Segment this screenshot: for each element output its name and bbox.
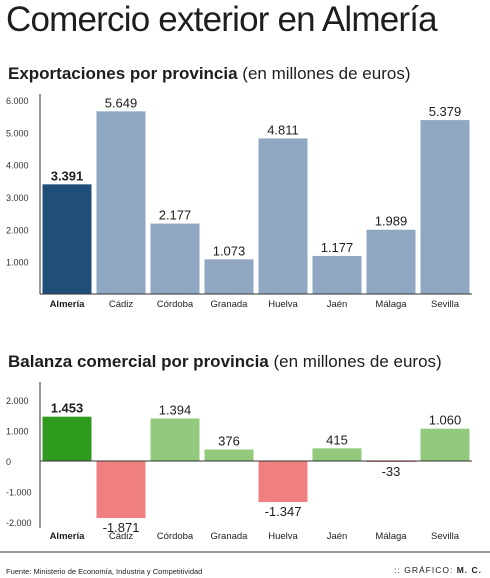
export-value-label-cordoba: 2.177: [159, 208, 192, 223]
export-y-tick-label: 2.000: [6, 225, 29, 235]
balance-y-tick-label: -1.000: [6, 488, 32, 498]
balance-value-label-malaga: -33: [382, 464, 401, 479]
export-bar-cordoba: [150, 223, 200, 294]
balance-category-label-cordoba: Córdoba: [157, 531, 194, 542]
source-note: Fuente: Ministerio de Economía, Industri…: [6, 567, 203, 576]
balance-y-tick-label: -2.000: [6, 518, 32, 528]
balance-bar-cadiz: [96, 461, 146, 519]
graphic-credit-author: M. C.: [456, 565, 482, 575]
balance-category-label-sevilla: Sevilla: [431, 531, 460, 542]
balance-bar-huelva: [258, 461, 308, 503]
balance-value-label-granada: 376: [218, 434, 240, 449]
page-title: Comercio exterior en Almería: [6, 0, 438, 39]
export-value-label-cadiz: 5.649: [105, 95, 138, 110]
balance-value-label-cadiz: -1.871: [103, 520, 140, 535]
balance-bar-granada: [204, 449, 254, 461]
export-y-tick-label: 6.000: [6, 96, 29, 106]
graphic-credit-label: :: GRÁFICO:: [394, 565, 454, 575]
balance-category-label-granada: Granada: [211, 531, 249, 542]
balance-category-label-jaen: Jaén: [327, 531, 348, 542]
balance-bar-cordoba: [150, 418, 200, 461]
balance-category-label-cadiz: Cádiz: [109, 531, 134, 542]
balance-bar-almeria: [42, 416, 92, 461]
export-category-label-jaen: Jaén: [327, 299, 348, 310]
balance-y-tick-label: 2.000: [6, 396, 29, 406]
balance-value-label-sevilla: 1.060: [429, 413, 462, 428]
balance-value-label-cordoba: 1.394: [159, 402, 192, 417]
export-value-label-granada: 1.073: [213, 243, 246, 258]
graphic-credit: :: GRÁFICO: M. C.: [394, 565, 482, 575]
export-category-label-sevilla: Sevilla: [431, 299, 460, 310]
balance-category-label-almeria: Almería: [50, 531, 86, 542]
export-value-label-huelva: 4.811: [267, 122, 299, 137]
balance-bar-malaga: [366, 461, 416, 463]
export-y-tick-label: 5.000: [6, 128, 29, 138]
balance-chart-title: Balanza comercial por provincia (en mill…: [8, 352, 442, 372]
export-bar-granada: [204, 259, 254, 294]
export-value-label-sevilla: 5.379: [429, 104, 462, 119]
balance-category-label-malaga: Málaga: [375, 531, 407, 542]
balance-value-label-jaen: 415: [326, 432, 348, 447]
export-bar-malaga: [366, 229, 416, 294]
balance-y-tick-label: 1.000: [6, 427, 29, 437]
balance-value-label-almeria: 1.453: [51, 401, 84, 416]
export-chart-title-bold: Exportaciones por provincia: [8, 64, 238, 83]
balance-value-label-huelva: -1.347: [265, 504, 302, 519]
balance-chart-title-bold: Balanza comercial por provincia: [8, 352, 269, 371]
export-bar-jaen: [312, 255, 362, 294]
balance-category-label-huelva: Huelva: [268, 531, 298, 542]
export-chart-title: Exportaciones por provincia (en millones…: [8, 64, 411, 84]
export-category-label-cadiz: Cádiz: [109, 299, 134, 310]
export-category-label-huelva: Huelva: [268, 299, 298, 310]
export-bar-huelva: [258, 138, 308, 294]
export-y-tick-label: 3.000: [6, 193, 29, 203]
export-category-label-granada: Granada: [211, 299, 249, 310]
export-value-label-almeria: 3.391: [51, 168, 84, 183]
export-value-label-malaga: 1.989: [375, 214, 408, 229]
export-bar-sevilla: [420, 120, 470, 294]
balance-y-tick-label: 0: [6, 457, 11, 467]
export-value-label-jaen: 1.177: [321, 240, 354, 255]
export-y-tick-label: 4.000: [6, 161, 29, 171]
export-bar-cadiz: [96, 111, 146, 294]
export-category-label-malaga: Málaga: [375, 299, 407, 310]
export-category-label-cordoba: Córdoba: [157, 299, 194, 310]
export-y-tick-label: 1.000: [6, 258, 29, 268]
export-chart: 1.000 2.000 3.000 4.000 5.000 6.000 3.391 Almer…: [6, 94, 472, 310]
export-category-label-almeria: Almería: [50, 299, 86, 310]
export-chart-title-unit: (en millones de euros): [242, 64, 411, 83]
balance-bar-jaen: [312, 448, 362, 461]
balance-bar-sevilla: [420, 428, 470, 461]
balance-chart-title-unit: (en millones de euros): [273, 352, 442, 371]
export-bar-almeria: [42, 184, 92, 294]
